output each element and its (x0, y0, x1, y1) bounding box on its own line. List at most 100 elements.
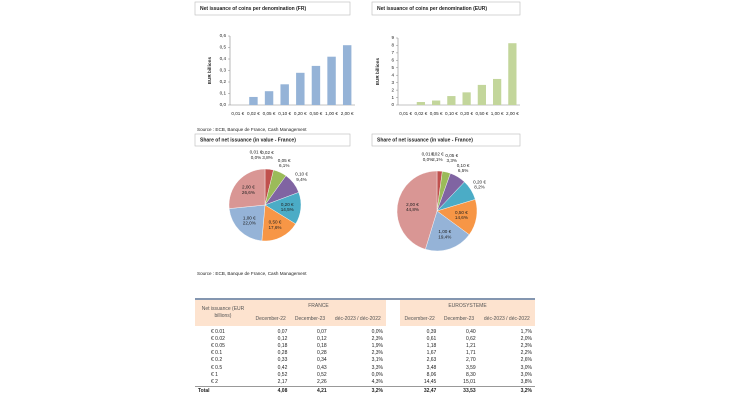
chart-title: Share of net issuance (in value - France… (200, 137, 296, 143)
table-cell: 0,43 (316, 364, 327, 371)
table-cell: 3,48 (426, 364, 437, 371)
pie-slice (396, 170, 438, 250)
bar (311, 65, 321, 105)
table-cell: 1,71 (465, 350, 476, 357)
table-cell: 3,59 (465, 364, 476, 371)
x-tick-label: 0,20 € (460, 111, 473, 116)
table-cell: € 0.2 (211, 357, 223, 364)
y-tick-label: 0,2 (220, 79, 227, 84)
table-cell: December-23 (439, 312, 479, 326)
slice-label: 0,01 € (250, 150, 263, 155)
y-tick-label: 0,6 (220, 33, 227, 38)
table-cell: 0,12 (316, 336, 327, 343)
table-cell (385, 326, 400, 337)
bar (327, 56, 336, 105)
y-axis-title: EUR billions (375, 58, 380, 85)
table-cell: 4,08 (251, 385, 291, 396)
table-cell (385, 343, 400, 351)
table-cell: € 0.02 (211, 336, 225, 343)
chart-title: Share of net issuance (in value - France… (377, 137, 473, 143)
slice-value-label: 44,8% (406, 207, 419, 212)
table-cell: December-22 (251, 312, 291, 326)
bar (249, 96, 258, 105)
table-cell: € 2 (211, 378, 218, 385)
slice-value-label: 14,6% (455, 215, 468, 220)
bar (342, 45, 352, 105)
table-cell: 0,12 (277, 336, 288, 343)
bar (296, 72, 305, 105)
y-tick-label: 3 (391, 80, 394, 85)
table-row: December-22 December-23 déc-2023 / déc-202… (195, 312, 535, 326)
title-box (371, 1, 521, 16)
table-cell: € 0.1 (211, 350, 223, 357)
slice-label: 0,02 € (261, 150, 274, 155)
slice-label: 0,05 € (278, 158, 291, 163)
x-tick-label: 1,00 € (491, 111, 504, 116)
slice-label: 0,05 € (445, 153, 458, 158)
bar (264, 91, 274, 105)
bar (462, 92, 471, 105)
table-cell: 14,45 (423, 378, 437, 385)
y-tick-label: 2 (391, 87, 394, 92)
table-cell: 2,70 (465, 357, 476, 364)
table-cell: Net issuance (EUR billions) (195, 298, 251, 326)
table-cell (385, 336, 400, 344)
table-cell: 0,28 (277, 350, 288, 357)
x-tick-label: 2,00 € (341, 111, 354, 116)
table-cell (385, 378, 400, 387)
table-cell: 0,07 (316, 329, 327, 336)
table-row: € 0.05 0,18 0,18 1,9% 1,18 1,21 2,3% (195, 343, 535, 351)
table-cell: 33,53 (439, 385, 479, 396)
table-cell: 2,63 (426, 357, 437, 364)
slice-value-label: 14,5% (281, 207, 294, 212)
charts: Source : ECB, Banque de France, Cash Man… (194, 1, 521, 276)
net-issuance-table: Net issuance (EUR billions) FRANCE EUROSYS… (195, 298, 535, 396)
table-cell: 1,67 (426, 350, 437, 357)
table-cell: 2,0% (520, 336, 532, 343)
source-note: Source : ECB, Banque de France, Cash Man… (197, 271, 307, 276)
table-cell: 3,1% (371, 357, 383, 364)
table-cell: 2,17 (277, 378, 288, 385)
x-tick-label: 0,20 € (294, 111, 307, 116)
x-tick-label: 0,05 € (263, 111, 276, 116)
table-cell: déc-2023 / déc-2022 (478, 312, 535, 326)
table-cell: déc-2023 / déc-2022 (329, 312, 386, 326)
y-tick-label: 0,5 (220, 45, 227, 50)
title-box (194, 1, 351, 16)
bar (432, 100, 441, 105)
table-row: € 0.02 0,12 0,12 2,3% 0,61 0,62 2,0% (195, 336, 535, 344)
table-row: € 1 0,52 0,52 0,0% 8,06 8,30 3,0% (195, 371, 535, 379)
slice-label: 1,00 € (243, 216, 256, 221)
table-cell: € 0.01 (211, 329, 225, 336)
y-axis-title: EUR billions (207, 57, 212, 84)
x-tick-label: 0,10 € (445, 111, 458, 116)
title-box (194, 133, 351, 147)
y-tick-label: 6 (391, 58, 394, 63)
table-cell: 0,52 (316, 371, 327, 378)
table-cell (385, 357, 400, 365)
table-cell: 0,07 (277, 329, 288, 336)
pie-slice (228, 168, 266, 209)
table-cell: 3,8% (520, 378, 532, 385)
table-cell: 2,3% (371, 336, 383, 343)
y-tick-label: 9 (391, 35, 394, 40)
x-tick-label: 0,10 € (278, 111, 291, 116)
slice-value-label: 6,1% (279, 163, 289, 168)
table-cell: 2,26 (316, 378, 327, 385)
table-cell (385, 385, 400, 396)
table-cell: EUROSYSTEME (399, 298, 535, 312)
x-tick-label: 0,05 € (430, 111, 443, 116)
y-tick-label: 4 (391, 72, 394, 77)
table-cell: 15,01 (463, 378, 476, 385)
table-cell (385, 371, 400, 379)
table-cell: 0,0% (371, 371, 383, 378)
chart-title: Net issuance of coins per denomination (… (377, 6, 487, 12)
table-cell: 0,28 (316, 350, 327, 357)
bar (416, 102, 425, 105)
table-cell: 3,2% (478, 385, 535, 396)
bar (493, 78, 502, 105)
x-tick-label: 0,50 € (310, 111, 323, 116)
table-cell (385, 298, 400, 326)
slice-label: 0,02 € (431, 152, 444, 157)
y-tick-label: 0,3 (220, 68, 227, 73)
